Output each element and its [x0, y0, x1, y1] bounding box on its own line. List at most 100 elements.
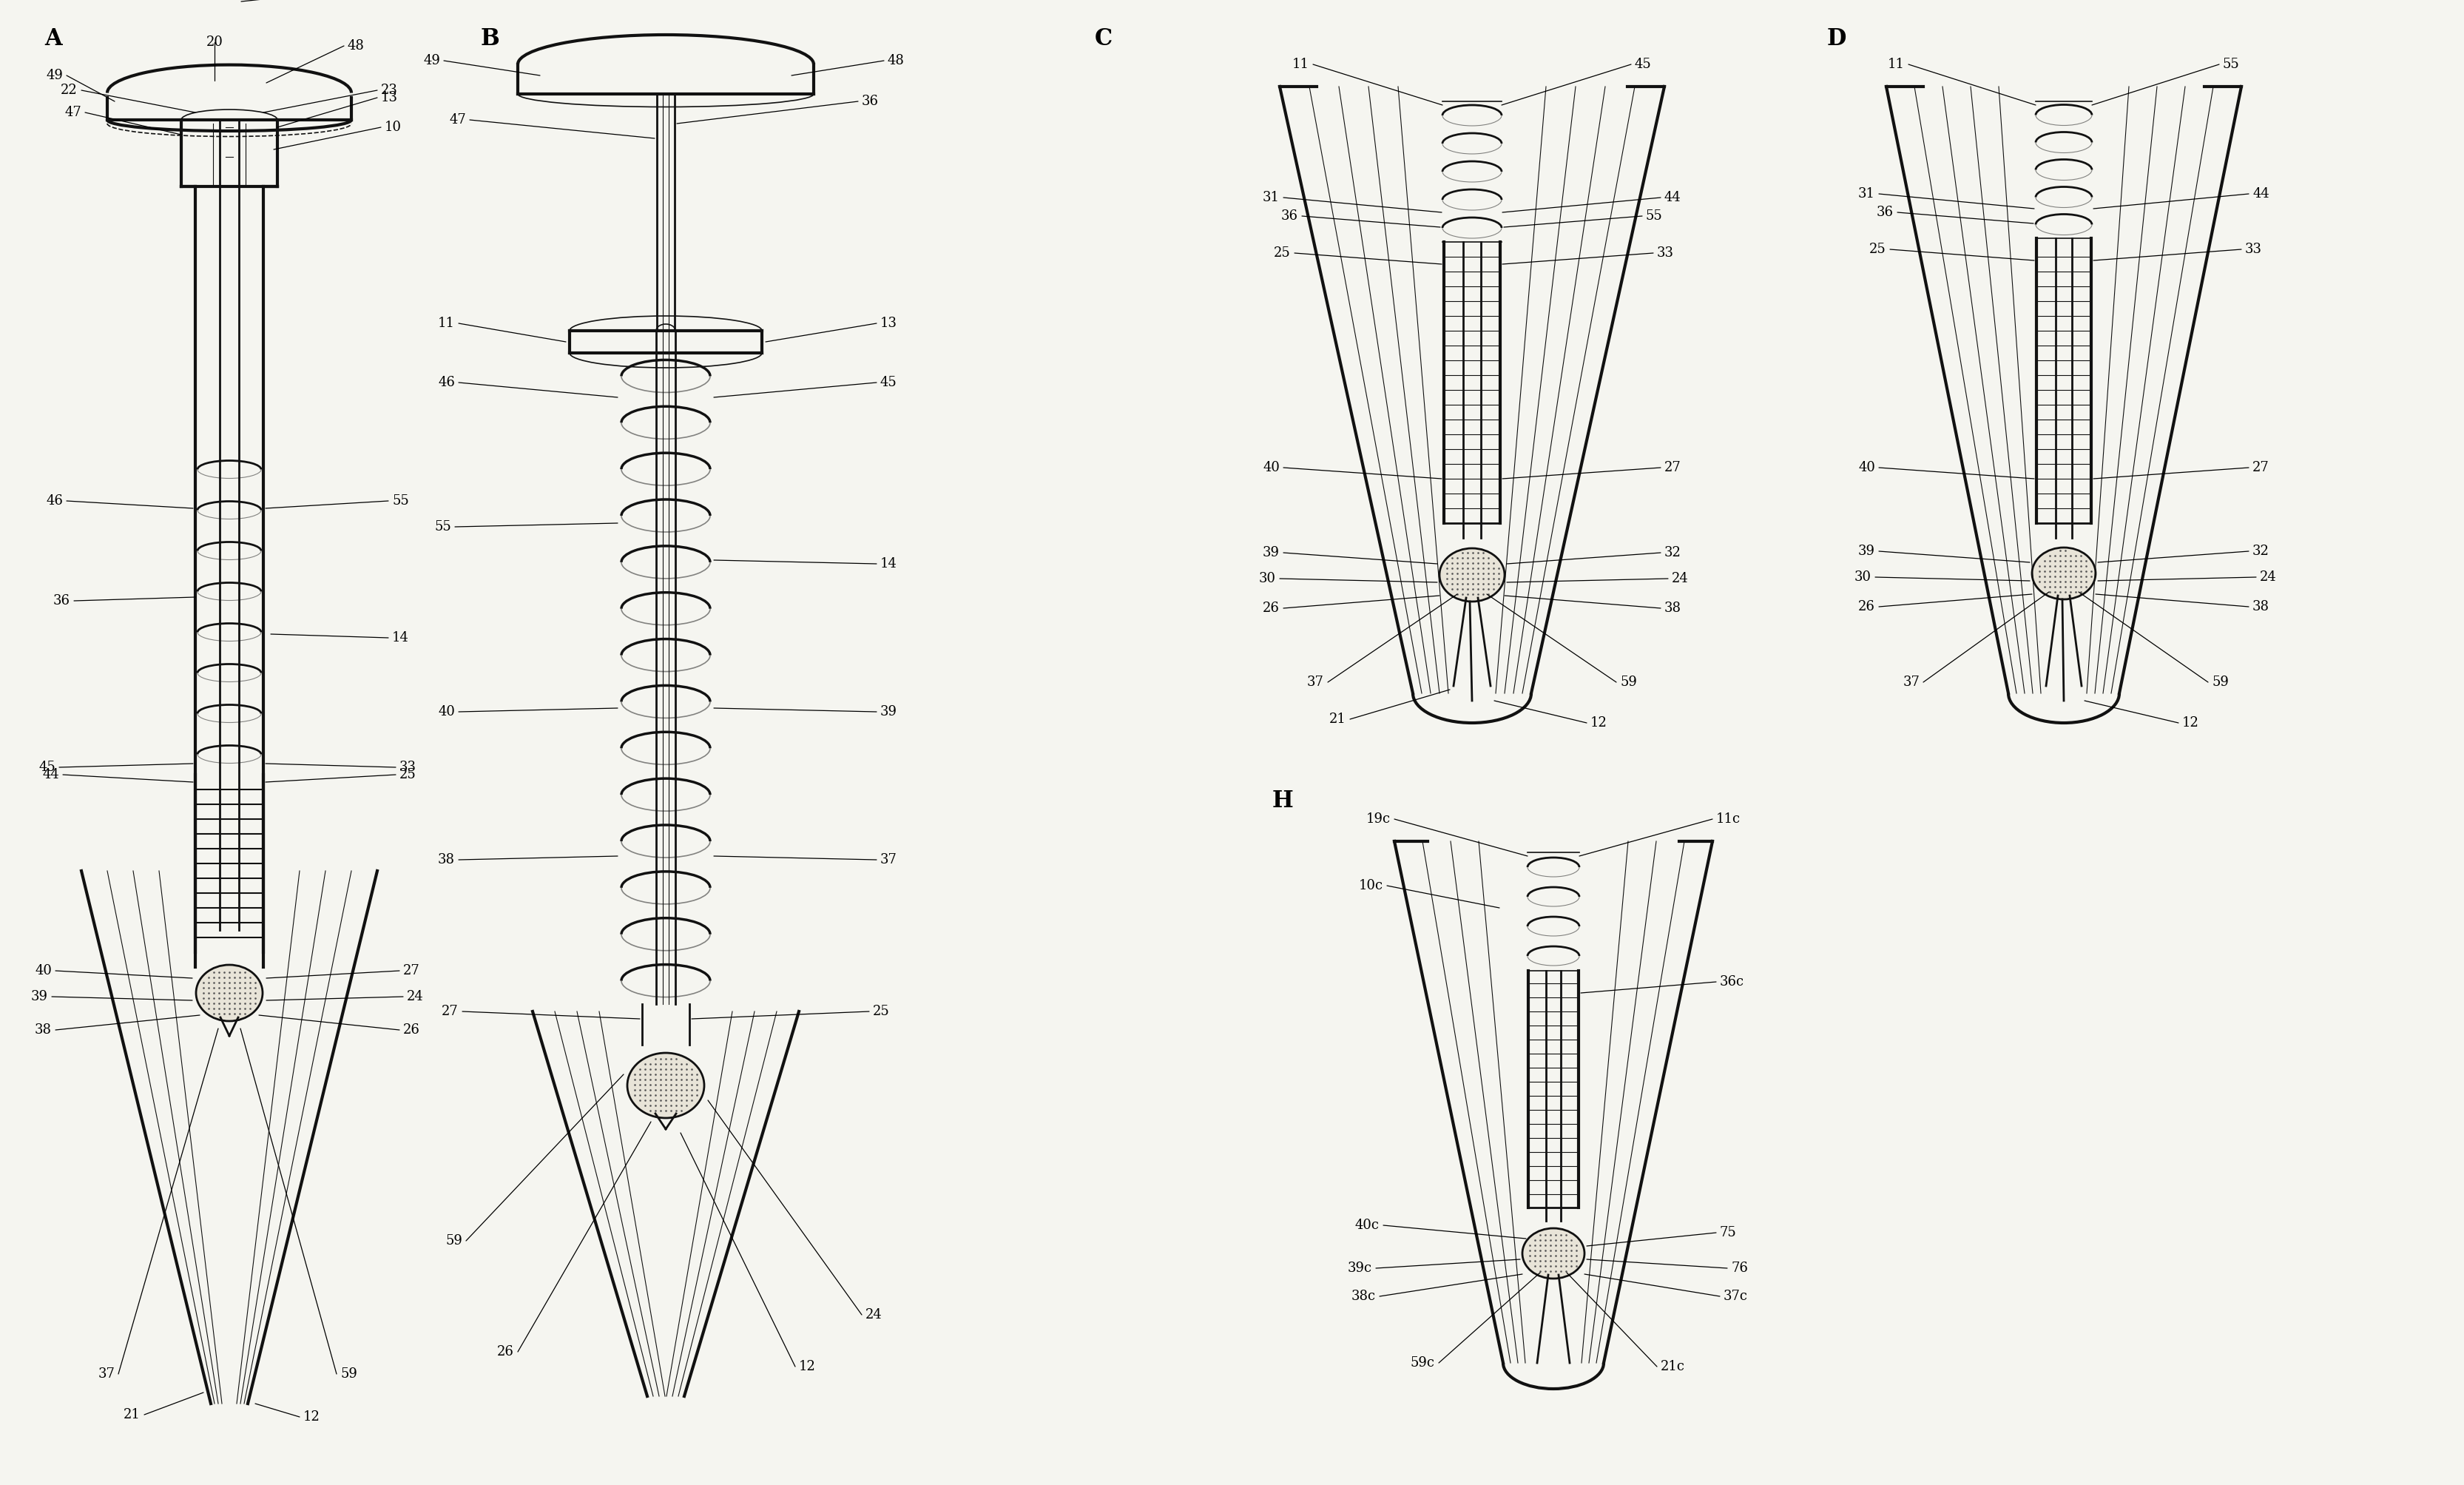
Text: 19c: 19c: [1365, 812, 1390, 826]
Text: 33: 33: [1656, 247, 1673, 260]
Text: 36: 36: [862, 95, 880, 108]
Text: 12: 12: [798, 1360, 816, 1374]
Text: 55: 55: [1646, 209, 1663, 223]
Text: 33: 33: [399, 760, 416, 774]
Text: 59: 59: [446, 1234, 463, 1247]
Text: 49: 49: [424, 53, 441, 67]
Text: 36: 36: [1281, 209, 1299, 223]
Ellipse shape: [1523, 1228, 1584, 1279]
Text: 55: 55: [434, 520, 451, 533]
Text: 40c: 40c: [1355, 1219, 1380, 1233]
Text: 48: 48: [347, 39, 365, 52]
Text: 14: 14: [392, 631, 409, 644]
Text: 21c: 21c: [1661, 1360, 1685, 1374]
Text: 59: 59: [2213, 676, 2227, 689]
Text: 21: 21: [1331, 713, 1345, 726]
Text: 11: 11: [1291, 58, 1308, 71]
Text: 49: 49: [47, 68, 64, 82]
Text: 32: 32: [2252, 545, 2269, 558]
Text: 76: 76: [1730, 1262, 1747, 1274]
Text: C: C: [1094, 27, 1114, 50]
Text: 37c: 37c: [1722, 1289, 1747, 1302]
Text: 32: 32: [1663, 546, 1680, 560]
Text: 39: 39: [880, 705, 897, 719]
Text: 13: 13: [382, 91, 399, 104]
Text: 10c: 10c: [1358, 879, 1382, 892]
Text: 25: 25: [1274, 247, 1291, 260]
Text: 25: 25: [872, 1005, 890, 1019]
Text: 12: 12: [303, 1411, 320, 1424]
Text: 11: 11: [439, 316, 456, 330]
Text: 59c: 59c: [1412, 1356, 1434, 1369]
Text: D: D: [1828, 27, 1846, 50]
Text: 47: 47: [64, 105, 81, 119]
Text: 22: 22: [62, 83, 79, 97]
Text: 30: 30: [1259, 572, 1276, 585]
Text: 47: 47: [448, 113, 466, 126]
Ellipse shape: [2033, 548, 2094, 600]
Text: B: B: [480, 27, 500, 50]
Text: 26: 26: [498, 1345, 515, 1359]
Text: 12: 12: [1589, 716, 1607, 729]
Text: 59: 59: [340, 1368, 357, 1381]
Text: 59: 59: [1619, 676, 1636, 689]
Text: H: H: [1271, 790, 1294, 812]
Text: 44: 44: [42, 768, 59, 781]
Text: 38: 38: [34, 1023, 52, 1037]
Text: 24: 24: [865, 1308, 882, 1322]
Text: 37: 37: [99, 1368, 116, 1381]
Text: 25: 25: [399, 768, 416, 781]
Text: A: A: [44, 27, 62, 50]
Text: 25: 25: [1870, 242, 1887, 255]
Ellipse shape: [197, 965, 264, 1022]
Ellipse shape: [628, 1053, 705, 1118]
Text: 14: 14: [880, 557, 897, 570]
Ellipse shape: [1439, 548, 1506, 601]
Text: 36c: 36c: [1720, 976, 1745, 989]
Text: 26: 26: [404, 1023, 419, 1037]
Text: 45: 45: [1634, 58, 1651, 71]
Text: 46: 46: [47, 495, 64, 508]
Text: 26: 26: [1858, 600, 1875, 613]
Text: 38: 38: [2252, 600, 2269, 613]
Text: 46: 46: [439, 376, 456, 389]
Text: 23: 23: [382, 83, 397, 97]
Text: 36: 36: [54, 594, 71, 607]
Text: 75: 75: [1720, 1227, 1737, 1240]
Text: 31: 31: [1858, 187, 1875, 200]
Text: 44: 44: [2252, 187, 2269, 200]
Text: 45: 45: [880, 376, 897, 389]
Text: 24: 24: [2259, 570, 2277, 584]
Text: 20: 20: [207, 36, 222, 49]
Text: 27: 27: [2252, 460, 2269, 474]
Text: 48: 48: [887, 53, 904, 67]
Text: 39: 39: [32, 990, 49, 1004]
Text: 27: 27: [404, 964, 419, 977]
Text: 36: 36: [1878, 206, 1895, 218]
Text: 44: 44: [1663, 192, 1680, 205]
Text: 26: 26: [1262, 601, 1279, 615]
Text: 40: 40: [439, 705, 456, 719]
Text: 40: 40: [1262, 460, 1279, 474]
Text: 31: 31: [1262, 192, 1279, 205]
Text: 37: 37: [880, 852, 897, 866]
Text: 39c: 39c: [1348, 1262, 1372, 1274]
Text: 21: 21: [123, 1408, 140, 1421]
Text: 11c: 11c: [1715, 812, 1740, 826]
Text: 24: 24: [1671, 572, 1688, 585]
Text: 11: 11: [1887, 58, 1905, 71]
Text: 45: 45: [39, 760, 57, 774]
Text: 39: 39: [1262, 546, 1279, 560]
Text: 40: 40: [1858, 460, 1875, 474]
Text: 37: 37: [1308, 676, 1323, 689]
Text: 55: 55: [2223, 58, 2240, 71]
Text: 33: 33: [2245, 242, 2262, 255]
Text: 13: 13: [880, 316, 897, 330]
Text: 38: 38: [1663, 601, 1680, 615]
Text: 38c: 38c: [1350, 1289, 1375, 1302]
Text: 38: 38: [439, 852, 456, 866]
Text: 37: 37: [1902, 676, 1919, 689]
Text: 55: 55: [392, 495, 409, 508]
Text: 27: 27: [441, 1005, 458, 1019]
Text: 27: 27: [1663, 460, 1680, 474]
